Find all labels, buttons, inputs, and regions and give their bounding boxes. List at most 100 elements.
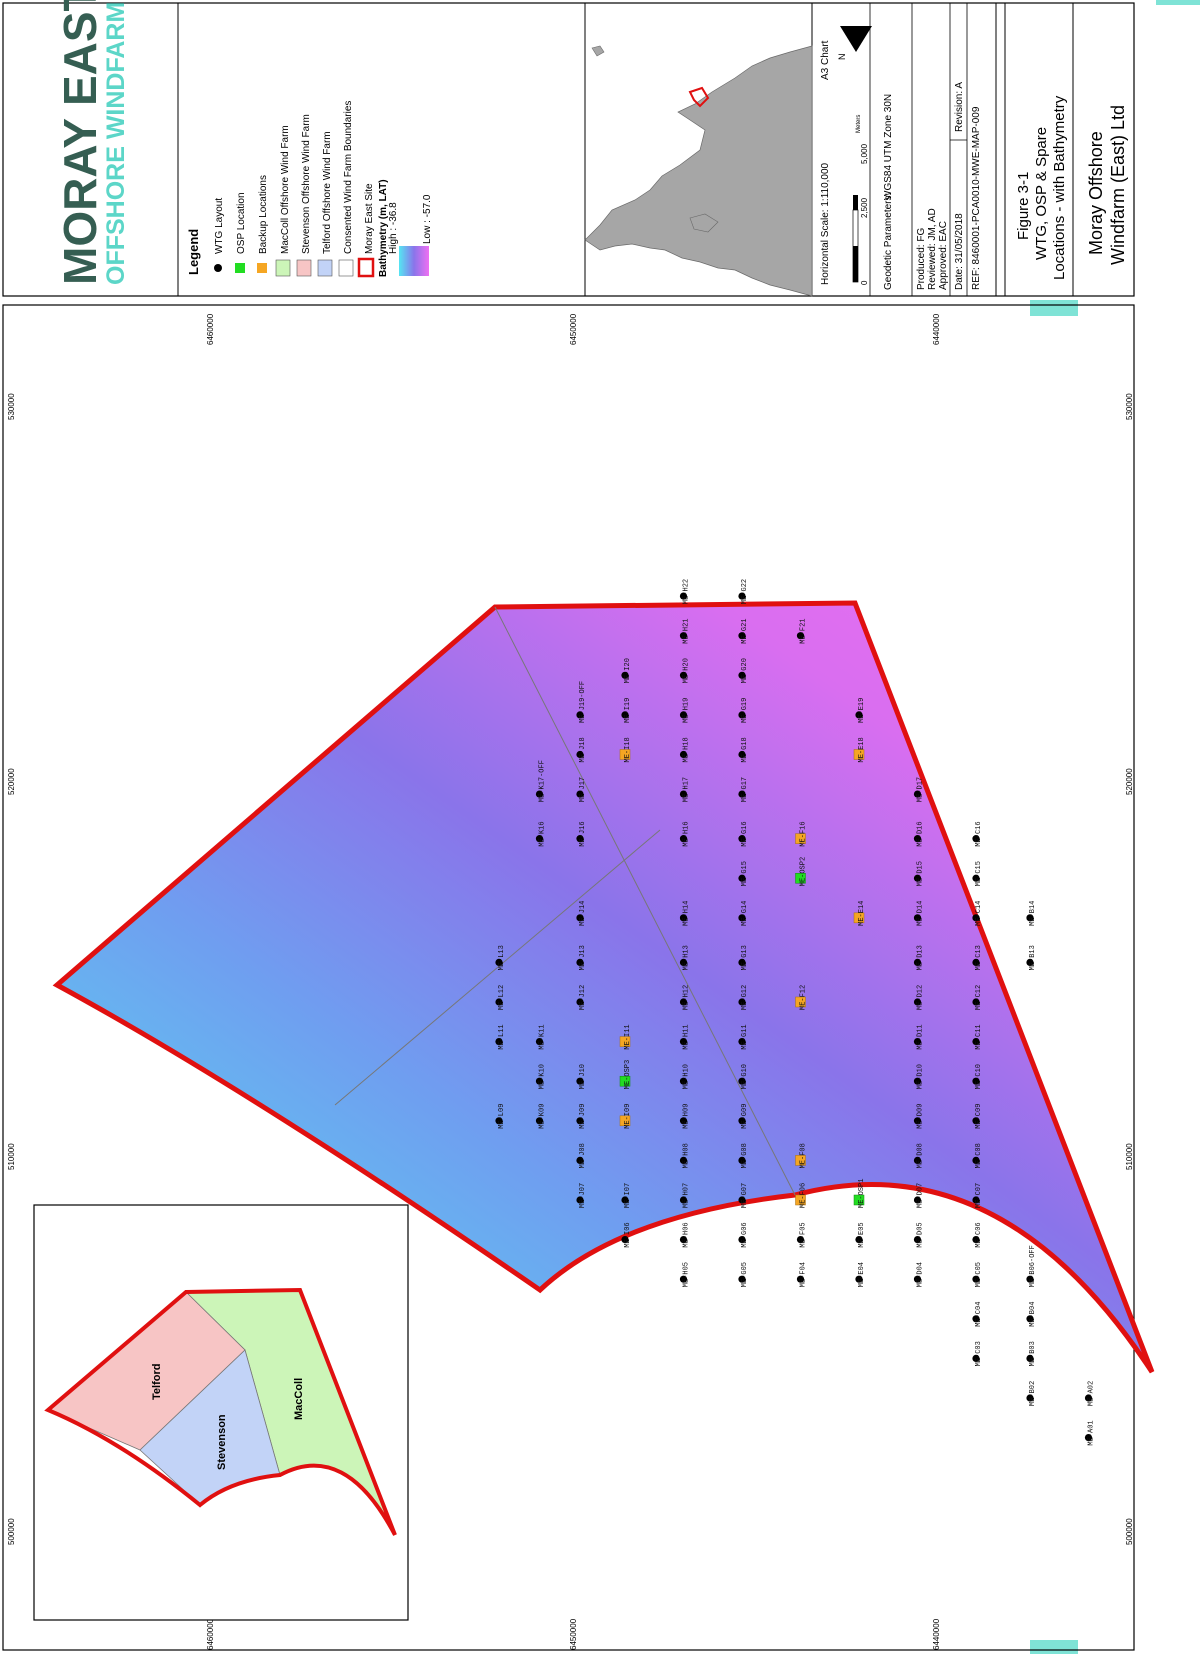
wtg-marker[interactable] (913, 1275, 922, 1283)
wtg-marker[interactable] (576, 1117, 584, 1125)
wtg-marker[interactable] (738, 671, 746, 679)
wtg-marker[interactable] (535, 1077, 544, 1085)
wtg-marker[interactable] (738, 711, 746, 719)
wtg-marker[interactable] (738, 632, 746, 640)
wtg-marker[interactable] (738, 958, 746, 967)
wtg-marker[interactable] (738, 835, 746, 843)
wtg-marker[interactable] (679, 1196, 688, 1204)
backup-marker[interactable] (619, 749, 631, 760)
wtg-marker[interactable] (1084, 1434, 1093, 1442)
wtg-marker[interactable] (679, 914, 688, 922)
wtg-marker[interactable] (913, 1236, 922, 1244)
wtg-marker[interactable] (972, 1354, 980, 1362)
wtg-marker[interactable] (679, 632, 688, 640)
wtg-marker[interactable] (1026, 958, 1034, 967)
wtg-marker[interactable] (621, 1236, 629, 1244)
wtg-marker[interactable] (679, 1156, 688, 1164)
wtg-marker[interactable] (972, 1077, 980, 1085)
wtg-marker[interactable] (738, 1196, 746, 1204)
osp-marker[interactable] (619, 1075, 631, 1087)
wtg-marker[interactable] (738, 874, 746, 882)
wtg-marker[interactable] (576, 750, 584, 759)
backup-marker[interactable] (795, 1194, 806, 1206)
wtg-marker[interactable] (738, 914, 746, 922)
wtg-marker[interactable] (495, 998, 503, 1006)
backup-marker[interactable] (795, 833, 806, 844)
wtg-marker[interactable] (855, 1236, 863, 1244)
wtg-marker[interactable] (738, 998, 746, 1006)
wtg-marker[interactable] (576, 998, 584, 1006)
wtg-marker[interactable] (913, 1117, 922, 1125)
wtg-marker[interactable] (1026, 1354, 1034, 1362)
wtg-marker[interactable] (576, 1196, 584, 1204)
wtg-marker[interactable] (738, 1156, 746, 1164)
wtg-marker[interactable] (535, 835, 544, 843)
wtg-marker[interactable] (535, 790, 544, 798)
wtg-marker[interactable] (576, 711, 584, 719)
wtg-marker[interactable] (679, 998, 688, 1006)
wtg-marker[interactable] (679, 1077, 688, 1085)
wtg-marker[interactable] (1026, 914, 1034, 922)
wtg-marker[interactable] (738, 750, 746, 759)
wtg-marker[interactable] (972, 835, 980, 843)
backup-marker[interactable] (795, 1155, 806, 1166)
wtg-marker[interactable] (679, 592, 688, 600)
wtg-marker[interactable] (1026, 1394, 1034, 1402)
backup-marker[interactable] (619, 1115, 631, 1127)
wtg-marker[interactable] (913, 874, 922, 882)
wtg-marker[interactable] (576, 958, 584, 967)
wtg-marker[interactable] (679, 1275, 688, 1283)
wtg-marker[interactable] (679, 711, 688, 719)
wtg-marker[interactable] (535, 1038, 544, 1046)
wtg-marker[interactable] (913, 1077, 922, 1085)
wtg-marker[interactable] (738, 1117, 746, 1125)
backup-marker[interactable] (795, 996, 806, 1008)
wtg-marker[interactable] (679, 671, 688, 679)
wtg-marker[interactable] (913, 790, 922, 798)
wtg-marker[interactable] (913, 1196, 922, 1204)
wtg-marker[interactable] (679, 958, 688, 967)
wtg-marker[interactable] (738, 1038, 746, 1046)
wtg-marker[interactable] (679, 750, 688, 759)
wtg-marker[interactable] (679, 1117, 688, 1125)
osp-marker[interactable] (795, 873, 806, 884)
wtg-marker[interactable] (621, 671, 629, 679)
wtg-marker[interactable] (913, 958, 922, 967)
wtg-marker[interactable] (796, 632, 805, 640)
wtg-marker[interactable] (972, 1275, 980, 1283)
wtg-marker[interactable] (972, 1117, 980, 1125)
wtg-marker[interactable] (972, 998, 980, 1006)
wtg-marker[interactable] (679, 790, 688, 798)
wtg-marker[interactable] (1084, 1394, 1093, 1402)
backup-marker[interactable] (619, 1036, 631, 1047)
wtg-marker[interactable] (738, 592, 746, 600)
wtg-marker[interactable] (535, 1117, 544, 1125)
wtg-marker[interactable] (576, 790, 584, 798)
wtg-marker[interactable] (972, 874, 980, 882)
wtg-marker[interactable] (796, 1236, 805, 1244)
wtg-marker[interactable] (913, 914, 922, 922)
wtg-marker[interactable] (738, 1236, 746, 1244)
wtg-marker[interactable] (576, 914, 584, 922)
wtg-marker[interactable] (495, 958, 503, 967)
wtg-marker[interactable] (972, 1236, 980, 1244)
wtg-marker[interactable] (495, 1038, 503, 1046)
wtg-marker[interactable] (913, 835, 922, 843)
osp-marker[interactable] (853, 1194, 865, 1206)
wtg-marker[interactable] (972, 1196, 980, 1204)
wtg-marker[interactable] (1026, 1315, 1034, 1323)
backup-marker[interactable] (853, 749, 865, 760)
wtg-marker[interactable] (855, 1275, 863, 1283)
wtg-marker[interactable] (972, 1038, 980, 1046)
wtg-marker[interactable] (913, 998, 922, 1006)
wtg-marker[interactable] (972, 1315, 980, 1323)
wtg-marker[interactable] (972, 1156, 980, 1164)
wtg-marker[interactable] (738, 1275, 746, 1283)
wtg-marker[interactable] (495, 1117, 503, 1125)
backup-marker[interactable] (853, 912, 865, 924)
wtg-marker[interactable] (972, 958, 980, 967)
wtg-marker[interactable] (621, 1196, 629, 1204)
wtg-marker[interactable] (576, 1077, 584, 1085)
wtg-marker[interactable] (738, 1077, 746, 1085)
wtg-marker[interactable] (855, 711, 863, 719)
